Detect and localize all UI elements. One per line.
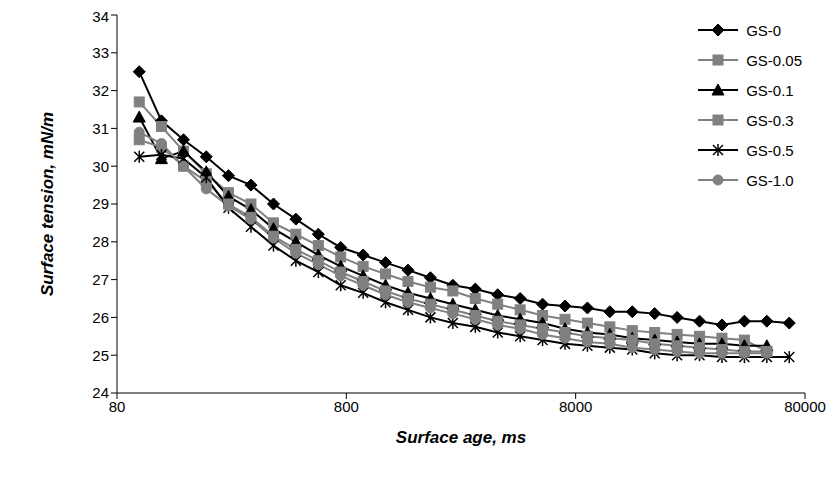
svg-text:26: 26 [92, 309, 109, 326]
html-text:GS-0.05: GS-0.05 [746, 51, 802, 69]
svg-text:30: 30 [92, 158, 109, 175]
html-text:GS-0: GS-0 [746, 21, 782, 39]
svg-text:29: 29 [92, 195, 109, 212]
svg-text:31: 31 [92, 120, 109, 137]
html-text:GS-0.3: GS-0.3 [746, 111, 794, 129]
svg-text:80: 80 [109, 398, 126, 415]
svg-text:80000: 80000 [784, 398, 826, 415]
svg-text:27: 27 [92, 271, 109, 288]
svg-text:32: 32 [92, 82, 109, 99]
svg-text:Surface age, ms: Surface age, ms [396, 428, 526, 447]
svg-text:24: 24 [92, 384, 109, 401]
html-text:GS-0.1: GS-0.1 [746, 81, 794, 99]
svg-text:8000: 8000 [559, 398, 592, 415]
svg-text:25: 25 [92, 347, 109, 364]
svg-text:28: 28 [92, 233, 109, 250]
html-text:GS-1.0: GS-1.0 [746, 171, 794, 189]
svg-text:800: 800 [334, 398, 359, 415]
svg-text:33: 33 [92, 44, 109, 61]
svg-text:34: 34 [92, 8, 109, 25]
html-text:GS-0.5: GS-0.5 [746, 141, 794, 159]
svg-text:Surface tension, mN/m: Surface tension, mN/m [38, 112, 57, 296]
